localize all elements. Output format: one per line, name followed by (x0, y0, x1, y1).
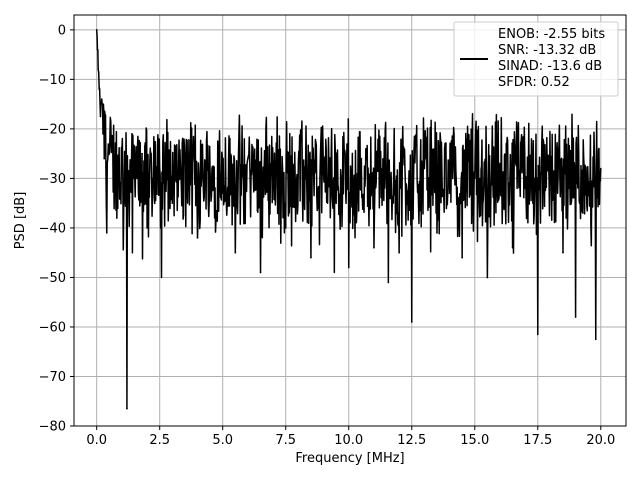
psd-data-point (310, 256, 312, 259)
psd-data-point (247, 157, 249, 160)
psd-data-point (272, 177, 274, 180)
series-layer (95, 29, 602, 410)
y-tick-label: −60 (39, 320, 66, 335)
x-tick-label: 5.0 (212, 433, 233, 448)
plot-frame (73, 14, 627, 427)
psd-data-point (284, 227, 287, 229)
psd-data-point (423, 167, 426, 170)
psd-data-point (95, 29, 98, 31)
psd-data-point (322, 172, 325, 175)
y-tick-label: −20 (39, 122, 66, 137)
psd-data-point (97, 68, 99, 71)
y-tick-label: 0 (58, 23, 66, 38)
psd-data-point (373, 246, 375, 249)
legend-text-sfdr: SFDR: 0.52 (498, 75, 570, 90)
psd-data-point (126, 407, 128, 410)
psd-data-point (594, 338, 597, 341)
psd-data-point (98, 88, 101, 91)
psd-data-point (141, 152, 143, 155)
psd-data-point (121, 147, 123, 150)
psd-series-line (95, 29, 602, 410)
psd-data-point (116, 217, 118, 219)
psd-data-point (499, 162, 501, 165)
psd-data-point (511, 246, 514, 249)
psd-data-point (524, 187, 526, 190)
psd-data-point (105, 232, 108, 234)
x-tick-label: 0.0 (86, 433, 107, 448)
psd-data-point (398, 251, 400, 254)
psd-data-point (136, 177, 138, 180)
y-tick-label: −40 (39, 221, 66, 236)
y-axis-title: PSD [dB] (13, 192, 28, 250)
psd-data-point (99, 115, 102, 118)
psd-data-point (599, 167, 602, 170)
psd-data-point (209, 172, 211, 175)
y-tick-label: −70 (39, 370, 66, 385)
psd-data-point (436, 232, 438, 234)
psd-data-point (196, 237, 199, 239)
psd-data-point (410, 321, 413, 323)
psd-data-point (102, 133, 104, 135)
legend: ENOB: -2.55 bits SNR: -13.32 dB SINAD: -… (453, 21, 619, 97)
psd-data-point (347, 266, 350, 269)
psd-data-point (184, 162, 186, 165)
legend-text-snr: SNR: -13.32 dB (498, 43, 596, 58)
psd-data-point (108, 152, 111, 155)
psd-data-point (486, 276, 489, 279)
psd-data-point (536, 333, 539, 336)
psd-data-point (335, 202, 337, 204)
psd-data-point (259, 271, 262, 274)
x-tick-label: 15.0 (460, 433, 489, 448)
psd-data-point (448, 192, 451, 195)
psd-data-point (111, 137, 113, 140)
psd-data-point (574, 316, 577, 318)
x-tick-label: 7.5 (275, 433, 296, 448)
y-tick-label: −50 (39, 271, 66, 286)
psd-data-point (146, 227, 148, 229)
psd-data-point (385, 182, 388, 185)
x-tick-label: 12.5 (397, 433, 426, 448)
x-tick-label: 20.0 (586, 433, 615, 448)
psd-data-point (131, 133, 133, 135)
ticks-layer: 0.0 2.5 5.0 7.5 10.0 12.5 15.0 17.5 20.0 0 −10 −20 −… (39, 23, 616, 448)
psd-data-point (103, 157, 106, 160)
x-tick-label: 10.0 (334, 433, 363, 448)
x-tick-label: 2.5 (149, 433, 170, 448)
psd-data-point (297, 162, 300, 165)
y-tick-label: −30 (39, 172, 66, 187)
psd-data-point (96, 48, 99, 51)
legend-text-enob: ENOB: -2.55 bits (498, 27, 605, 42)
psd-data-point (587, 182, 589, 185)
x-axis-title: Frequency [MHz] (295, 451, 404, 466)
psd-data-point (562, 251, 564, 254)
psd-data-point (158, 167, 161, 170)
x-tick-label: 17.5 (523, 433, 552, 448)
psd-data-point (234, 251, 237, 254)
y-tick-label: −80 (39, 420, 66, 435)
y-tick-label: −10 (39, 73, 66, 88)
psd-data-point (221, 192, 224, 195)
legend-box (453, 21, 619, 97)
psd-data-point (473, 177, 476, 180)
psd-data-point (360, 157, 363, 160)
legend-text-sinad: SINAD: -13.6 dB (498, 59, 602, 74)
psd-data-point (171, 202, 174, 204)
psd-data-point (461, 256, 463, 259)
psd-data-point (100, 98, 103, 100)
axes-layer (73, 14, 627, 427)
psd-data-point (549, 172, 552, 175)
